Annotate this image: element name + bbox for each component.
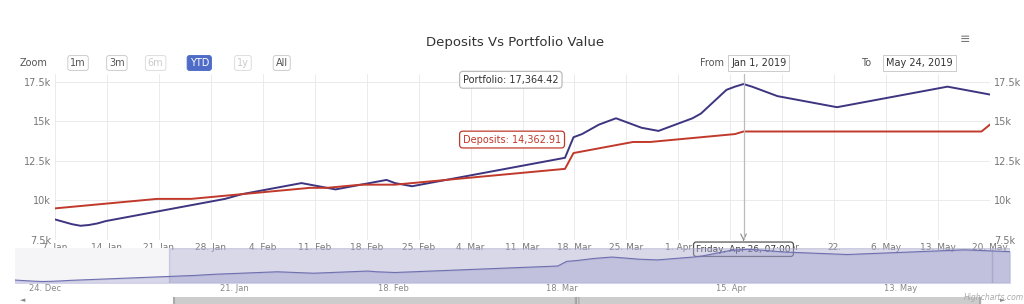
Text: 6m: 6m <box>147 58 164 68</box>
Text: ≡: ≡ <box>961 33 971 47</box>
Bar <box>992 248 1010 283</box>
Text: 1m: 1m <box>71 58 86 68</box>
Text: |||: ||| <box>573 297 581 304</box>
Text: Deposits Vs Portfolio Value Timeline: Deposits Vs Portfolio Value Timeline <box>12 8 253 20</box>
Text: 18. Feb: 18. Feb <box>378 284 409 293</box>
Text: Jan 1, 2019: Jan 1, 2019 <box>731 58 786 68</box>
Text: 24. Dec: 24. Dec <box>29 284 60 293</box>
Text: Deposits Vs Portfolio Value: Deposits Vs Portfolio Value <box>426 36 604 49</box>
Text: Friday, Apr 26, 07:00: Friday, Apr 26, 07:00 <box>696 245 791 254</box>
Bar <box>15 248 169 283</box>
Text: May 24, 2019: May 24, 2019 <box>886 58 952 68</box>
Text: ◄: ◄ <box>20 298 26 303</box>
Bar <box>174 297 980 304</box>
Text: 3m: 3m <box>109 58 125 68</box>
Text: 21. Jan: 21. Jan <box>219 284 248 293</box>
Text: Portfolio: 17,364.42: Portfolio: 17,364.42 <box>463 75 559 85</box>
Text: To: To <box>861 58 871 68</box>
Text: 13. May: 13. May <box>884 284 918 293</box>
Text: ▾: ▾ <box>1010 7 1017 21</box>
Text: ►: ► <box>999 298 1005 303</box>
Text: Highcharts.com: Highcharts.com <box>964 293 1024 302</box>
Text: Deposits: 14,362.91: Deposits: 14,362.91 <box>463 135 561 145</box>
Text: All: All <box>275 58 288 68</box>
Text: YTD: YTD <box>189 58 209 68</box>
Text: 15. Apr: 15. Apr <box>716 284 746 293</box>
Text: 1y: 1y <box>237 58 249 68</box>
Text: Zoom: Zoom <box>19 58 48 68</box>
Text: 18. Mar: 18. Mar <box>547 284 579 293</box>
Bar <box>169 248 992 283</box>
Text: From: From <box>700 58 724 68</box>
